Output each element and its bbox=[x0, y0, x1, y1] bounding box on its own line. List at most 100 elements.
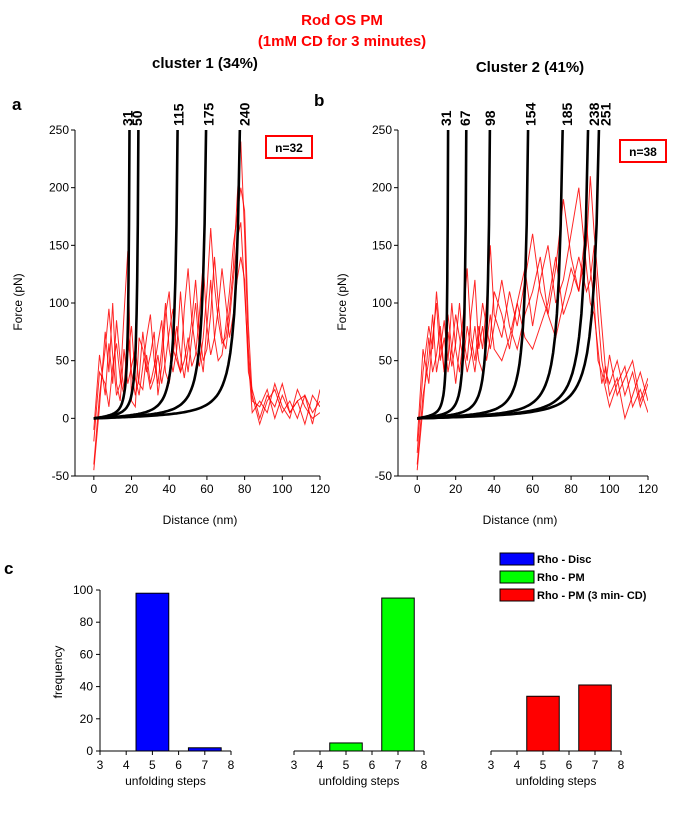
panel-c-bar-pm-5 bbox=[329, 742, 363, 752]
panel-b-n-label: n=38 bbox=[629, 145, 657, 159]
panel-c-y-tick-label: 80 bbox=[80, 615, 94, 629]
panel-c-bar-pm-cd-7 bbox=[578, 684, 612, 752]
panel-b-y-tick-label: 200 bbox=[372, 181, 392, 195]
figure-title-line2: (1mM CD for 3 minutes) bbox=[258, 33, 426, 50]
panel-b-y-tick-label: 100 bbox=[372, 296, 392, 310]
panel-b-y-tick-label: -50 bbox=[375, 469, 393, 483]
panel-b-letter: b bbox=[314, 91, 324, 110]
panel-a-y-tick-label: 0 bbox=[62, 411, 69, 425]
panel-a-contour-label-115: 115 bbox=[170, 103, 186, 126]
panel-c-x-tick-label-disc: 5 bbox=[149, 758, 156, 772]
panel-c-bar-pm-cd-5 bbox=[526, 695, 560, 752]
panel-b-x-tick-label: 60 bbox=[526, 482, 540, 496]
panel-b-y-tick-label: 0 bbox=[385, 411, 392, 425]
panel-c-legend: Rho - Disc Rho - PM Rho - PM (3 min- CD) bbox=[499, 552, 647, 602]
panel-c-x-tick-label-disc: 4 bbox=[123, 758, 130, 772]
panel-c-x-tick-label-disc: 3 bbox=[97, 758, 104, 772]
panel-a-ylabel: Force (pN) bbox=[11, 273, 25, 330]
panel-c-x-tick-label-disc: 6 bbox=[175, 758, 182, 772]
panel-c-xlabel-disc: unfolding steps bbox=[125, 774, 206, 788]
panel-b-x-tick-label: 40 bbox=[487, 482, 501, 496]
panel-b-x-tick-label: 80 bbox=[564, 482, 578, 496]
panel-a-x-tick-label: 60 bbox=[200, 482, 214, 496]
legend-label-disc: Rho - Disc bbox=[537, 554, 591, 566]
panel-a-wlc-curve-175 bbox=[93, 130, 208, 420]
legend-swatch-disc bbox=[499, 552, 535, 566]
panel-c-y-tick-label: 60 bbox=[80, 647, 94, 661]
panel-b-wlc-curve-251 bbox=[417, 130, 601, 420]
panel-b-wlc-curve-67 bbox=[417, 130, 468, 420]
legend-swatch-pm-cd bbox=[499, 588, 535, 602]
panel-c-x-tick-label-pm: 5 bbox=[343, 758, 350, 772]
panel-b-n-box bbox=[619, 139, 667, 163]
panel-c-xlabel-pm-cd: unfolding steps bbox=[516, 774, 597, 788]
panel-a-x-tick-label: 100 bbox=[272, 482, 292, 496]
panel-c-ylabel: frequency bbox=[51, 646, 65, 699]
panel-b-x-tick-label: 120 bbox=[638, 482, 658, 496]
panel-b-xlabel: Distance (nm) bbox=[483, 513, 558, 527]
panel-b-x-tick-label: 20 bbox=[449, 482, 463, 496]
figure-title-line1: Rod OS PM bbox=[301, 12, 383, 29]
legend-label-pm-cd: Rho - PM (3 min- CD) bbox=[537, 590, 647, 602]
panel-a-x-tick-label: 80 bbox=[238, 482, 252, 496]
panel-a-wlc-curve-240 bbox=[93, 130, 242, 420]
panel-b-wlc-curve-154 bbox=[417, 130, 530, 420]
panel-c-x-tick-label-pm: 6 bbox=[369, 758, 376, 772]
panel-a-title: cluster 1 (34%) bbox=[152, 55, 258, 72]
panel-c-x-tick-label-pm-cd: 4 bbox=[514, 758, 521, 772]
panel-c-x-tick-label-pm-cd: 8 bbox=[618, 758, 625, 772]
panel-c-x-tick-label-pm: 3 bbox=[291, 758, 298, 772]
panel-a-trace-3 bbox=[93, 222, 320, 471]
panel-c-x-tick-label-pm: 7 bbox=[395, 758, 402, 772]
panel-b-contour-label-185: 185 bbox=[559, 102, 575, 126]
panel-b-title: Cluster 2 (41%) bbox=[476, 59, 584, 76]
panel-a-xlabel: Distance (nm) bbox=[163, 513, 238, 527]
panel-c-x-tick-label-pm: 4 bbox=[317, 758, 324, 772]
panel-c-y-tick-label: 0 bbox=[86, 744, 93, 758]
panel-c-bar-disc-5 bbox=[135, 592, 170, 752]
panel-a-y-tick-label: 200 bbox=[49, 181, 69, 195]
legend-label-pm: Rho - PM bbox=[537, 572, 585, 584]
panel-c-x-tick-label-disc: 7 bbox=[201, 758, 208, 772]
panel-b-y-tick-label: 250 bbox=[372, 123, 392, 137]
panel-a-n-label: n=32 bbox=[275, 141, 303, 155]
panel-c-x-tick-label-pm-cd: 3 bbox=[488, 758, 495, 772]
panel-a-contour-label-175: 175 bbox=[201, 102, 217, 126]
panel-c-x-tick-label-pm: 8 bbox=[421, 758, 428, 772]
panel-b-x-tick-label: 100 bbox=[600, 482, 620, 496]
panel-a-contour-label-240: 240 bbox=[236, 102, 252, 126]
panel-c-y-tick-label: 40 bbox=[80, 680, 94, 694]
panel-c-x-tick-label-disc: 8 bbox=[228, 758, 235, 772]
panel-b-y-tick-label: 50 bbox=[379, 354, 393, 368]
panel-a-trace-4 bbox=[93, 256, 320, 430]
panel-c-x-tick-label-pm-cd: 5 bbox=[540, 758, 547, 772]
legend-swatch-pm bbox=[499, 570, 535, 584]
panel-c-x-tick-label-pm-cd: 7 bbox=[592, 758, 599, 772]
panel-c-x-tick-label-pm-cd: 6 bbox=[566, 758, 573, 772]
panel-b-contour-label-31: 31 bbox=[438, 110, 454, 126]
panel-c-xlabel-pm: unfolding steps bbox=[319, 774, 400, 788]
panel-b-contour-label-98: 98 bbox=[482, 110, 498, 126]
panel-b-contour-label-238: 238 bbox=[586, 102, 602, 126]
panel-a-x-tick-label: 40 bbox=[163, 482, 177, 496]
panel-a-contour-label-31: 31 bbox=[120, 110, 136, 126]
panel-c-y-tick-label: 100 bbox=[73, 583, 93, 597]
panel-a-x-tick-label: 120 bbox=[310, 482, 330, 496]
panel-b-trace-2 bbox=[416, 187, 648, 465]
panel-b-contour-label-251: 251 bbox=[598, 102, 614, 126]
panel-a-y-tick-label: 250 bbox=[49, 123, 69, 137]
panel-a-contour-label-50: 50 bbox=[129, 110, 145, 126]
panel-a-x-tick-label: 0 bbox=[91, 482, 98, 496]
panel-b-x-tick-label: 0 bbox=[414, 482, 421, 496]
panel-b-contour-label-154: 154 bbox=[523, 102, 539, 126]
panel-a-x-tick-label: 20 bbox=[125, 482, 139, 496]
panel-b-contour-label-67: 67 bbox=[457, 110, 473, 126]
panel-b-y-tick-label: 150 bbox=[372, 238, 392, 252]
panel-b-trace-4 bbox=[416, 245, 648, 471]
panel-a-y-tick-label: 50 bbox=[56, 354, 70, 368]
panel-a-y-tick-label: 100 bbox=[49, 296, 69, 310]
panel-c-bar-disc-7 bbox=[187, 747, 222, 752]
